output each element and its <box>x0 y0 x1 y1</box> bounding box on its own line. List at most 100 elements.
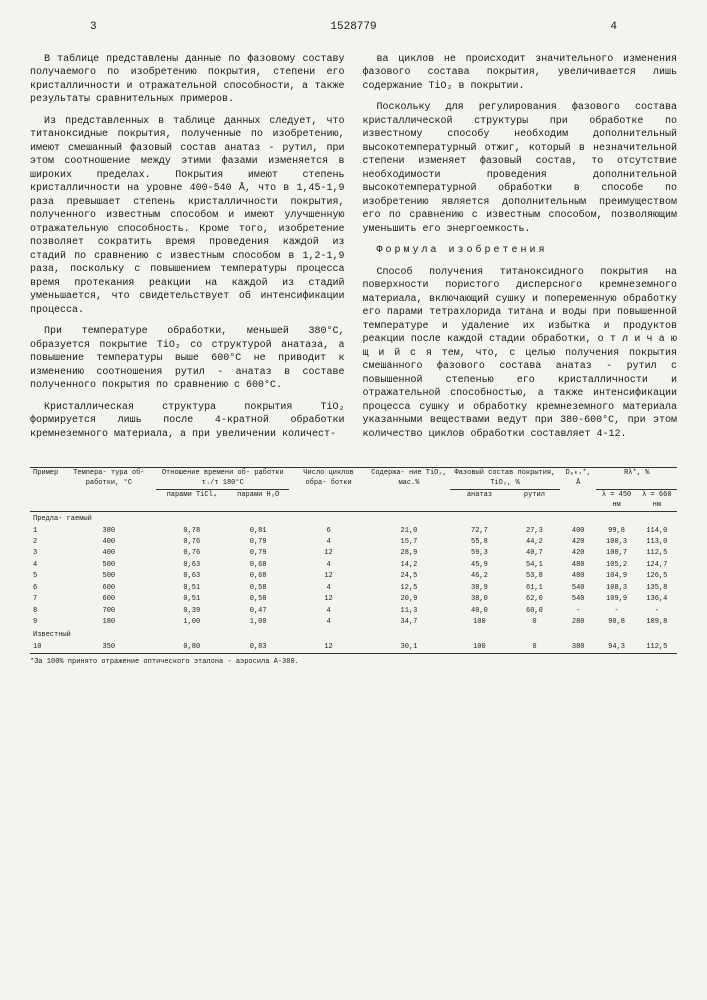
table-cell: 4 <box>289 583 368 594</box>
table-cell: 5 <box>30 571 61 582</box>
table-cell: 380 <box>61 526 156 537</box>
table-cell: 109,9 <box>596 594 636 605</box>
table-cell: 40,7 <box>509 548 560 559</box>
table-cell: 100 <box>450 617 509 628</box>
table-cell: 500 <box>61 571 156 582</box>
table-cell: 500 <box>61 560 156 571</box>
table-cell: 109,8 <box>637 617 677 628</box>
table-cell: 12 <box>289 571 368 582</box>
doc-number: 1528779 <box>330 20 376 35</box>
table-cell: 15,7 <box>368 537 450 548</box>
table-cell: 21,0 <box>368 526 450 537</box>
table-cell: 350 <box>61 642 156 654</box>
th-rlambda: Rλ*, % <box>596 468 677 490</box>
table-cell: 0,58 <box>227 583 289 594</box>
table-cell: 55,8 <box>450 537 509 548</box>
table-cell: 480 <box>560 560 597 571</box>
table-cell: 0,58 <box>227 594 289 605</box>
table-cell: 100,7 <box>596 548 636 559</box>
th-dokr: Dₒₖᵣ*, Å <box>560 468 597 512</box>
table-cell: 11,3 <box>368 606 450 617</box>
page-left: 3 <box>90 20 97 35</box>
table-cell: 114,0 <box>637 526 677 537</box>
table-cell: 0,78 <box>156 526 227 537</box>
table-cell: 9 <box>30 617 61 628</box>
table-cell: 4 <box>289 606 368 617</box>
para: Кристаллическая структура покрытия TiO₂ … <box>30 401 345 442</box>
data-table: Пример Темпера- тура об- работки, °С Отн… <box>30 467 677 654</box>
table-cell: 0,83 <box>227 642 289 654</box>
table-cell: 0,79 <box>227 548 289 559</box>
th-example: Пример <box>30 468 61 512</box>
table-cell: 4 <box>289 537 368 548</box>
table-cell: 8 <box>30 606 61 617</box>
table-cell: 4 <box>30 560 61 571</box>
para: Из представленных в таблице данных следу… <box>30 115 345 318</box>
table-cell: 1,00 <box>227 617 289 628</box>
table-cell: 40,0 <box>450 606 509 617</box>
th-450: λ = 450 нм <box>596 490 636 512</box>
th-ticl4: парами TiCl₄ <box>156 490 227 512</box>
table-cell: 20,9 <box>368 594 450 605</box>
th-660: λ = 660 нм <box>637 490 677 512</box>
table-cell: - <box>560 606 597 617</box>
table-cell: 4 <box>289 560 368 571</box>
page-right: 4 <box>610 20 617 35</box>
table-cell: 108,3 <box>596 583 636 594</box>
table-cell: 0,81 <box>227 526 289 537</box>
table-cell: 126,5 <box>637 571 677 582</box>
para: Способ получения титаноксидного покрытия… <box>363 266 678 442</box>
para: При температуре обработки, меньшей 380°С… <box>30 325 345 393</box>
table-cell: 94,3 <box>596 642 636 654</box>
table-cell: 2 <box>30 537 61 548</box>
table-cell: 12 <box>289 548 368 559</box>
table-cell: 1 <box>30 526 61 537</box>
table-cell: 112,5 <box>637 642 677 654</box>
table-cell: 180 <box>61 617 156 628</box>
table-cell: 0 <box>509 617 560 628</box>
table-footnote: *За 100% принято отражение оптического э… <box>30 658 677 667</box>
table-cell: 600 <box>61 594 156 605</box>
table-cell: 0,63 <box>156 560 227 571</box>
table-cell: 61,1 <box>509 583 560 594</box>
table-cell: 0 <box>509 642 560 654</box>
table-cell: 0,47 <box>227 606 289 617</box>
table-cell: 112,5 <box>637 548 677 559</box>
table-cell: 100 <box>450 642 509 654</box>
table-cell: 12,5 <box>368 583 450 594</box>
table-cell: 34,7 <box>368 617 450 628</box>
table-cell: 420 <box>560 537 597 548</box>
table-cell: 38,9 <box>450 583 509 594</box>
table-cell: 30,1 <box>368 642 450 654</box>
table-cell: 0,39 <box>156 606 227 617</box>
group-label: Известный <box>30 628 677 641</box>
table-cell: 72,7 <box>450 526 509 537</box>
table-cell: 45,9 <box>450 560 509 571</box>
table-body: Предла- гаемый13800,780,81621,072,727,34… <box>30 512 677 654</box>
table-cell: 540 <box>560 594 597 605</box>
group-label: Предла- гаемый <box>30 512 677 526</box>
th-phase: Фазовый состав покрытия, TiO₂, % <box>450 468 560 490</box>
formula-title: Формула изобретения <box>363 244 678 258</box>
th-cycles: Число циклов обра- ботки <box>289 468 368 512</box>
table-cell: 28,9 <box>368 548 450 559</box>
table-cell: - <box>596 606 636 617</box>
table-cell: 14,2 <box>368 560 450 571</box>
table-cell: 0,80 <box>156 642 227 654</box>
table-cell: 135,8 <box>637 583 677 594</box>
table-cell: 60,0 <box>509 606 560 617</box>
table-cell: 62,0 <box>509 594 560 605</box>
table-cell: 480 <box>560 571 597 582</box>
th-tio2: Содержа- ние TiO₂, мас.% <box>368 468 450 512</box>
table-cell: 10 <box>30 642 61 654</box>
page-header: 3 1528779 4 <box>30 20 677 35</box>
left-column: В таблице представлены данные по фазовом… <box>30 53 345 450</box>
table-cell: 400 <box>560 526 597 537</box>
th-rutile: рутил <box>509 490 560 512</box>
table-cell: 0,76 <box>156 548 227 559</box>
table-cell: 1,00 <box>156 617 227 628</box>
table-cell: 59,3 <box>450 548 509 559</box>
table-cell: 280 <box>560 617 597 628</box>
table-cell: 90,8 <box>596 617 636 628</box>
th-ratio: Отношение времени об- работки τᵢ/τ 180°С <box>156 468 289 490</box>
